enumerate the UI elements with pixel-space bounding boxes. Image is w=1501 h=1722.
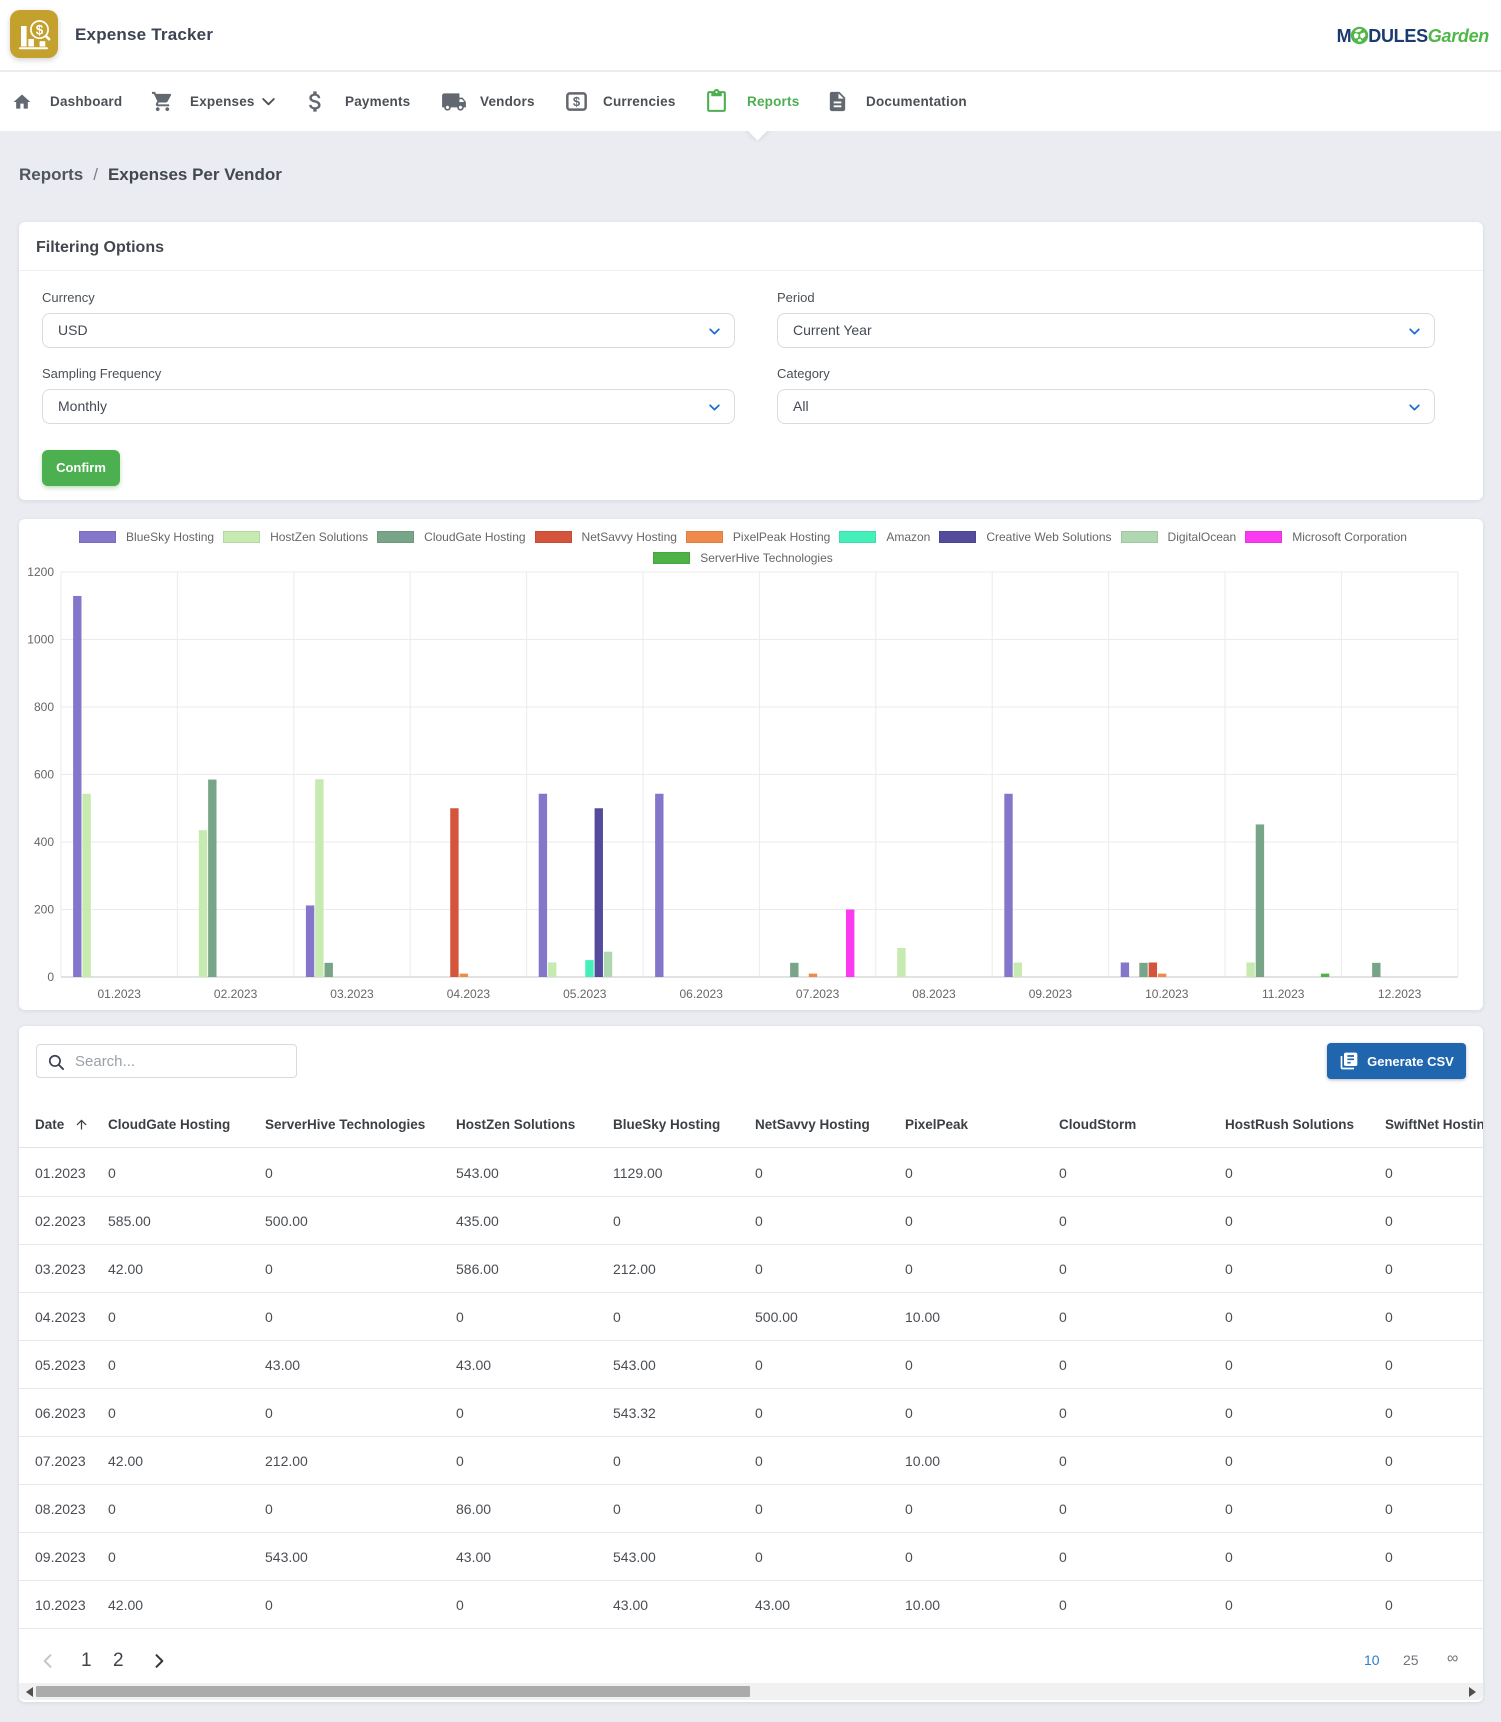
svg-text:600: 600 xyxy=(34,768,54,782)
svg-text:800: 800 xyxy=(34,700,54,714)
svg-text:06.2023: 06.2023 xyxy=(680,987,724,1001)
svg-text:01.2023: 01.2023 xyxy=(98,987,142,1001)
svg-text:400: 400 xyxy=(34,835,54,849)
svg-text:1200: 1200 xyxy=(27,565,54,579)
svg-text:04.2023: 04.2023 xyxy=(447,987,491,1001)
svg-text:09.2023: 09.2023 xyxy=(1029,987,1073,1001)
svg-text:$: $ xyxy=(36,22,44,37)
svg-text:05.2023: 05.2023 xyxy=(563,987,607,1001)
svg-text:10.2023: 10.2023 xyxy=(1145,987,1189,1001)
svg-text:12.2023: 12.2023 xyxy=(1378,987,1422,1001)
svg-text:$: $ xyxy=(573,94,581,109)
svg-text:11.2023: 11.2023 xyxy=(1262,987,1305,1001)
svg-text:200: 200 xyxy=(34,903,54,917)
svg-text:0: 0 xyxy=(47,970,54,984)
svg-text:08.2023: 08.2023 xyxy=(912,987,956,1001)
svg-text:1000: 1000 xyxy=(27,633,54,647)
svg-text:03.2023: 03.2023 xyxy=(330,987,374,1001)
svg-text:02.2023: 02.2023 xyxy=(214,987,258,1001)
svg-text:07.2023: 07.2023 xyxy=(796,987,840,1001)
